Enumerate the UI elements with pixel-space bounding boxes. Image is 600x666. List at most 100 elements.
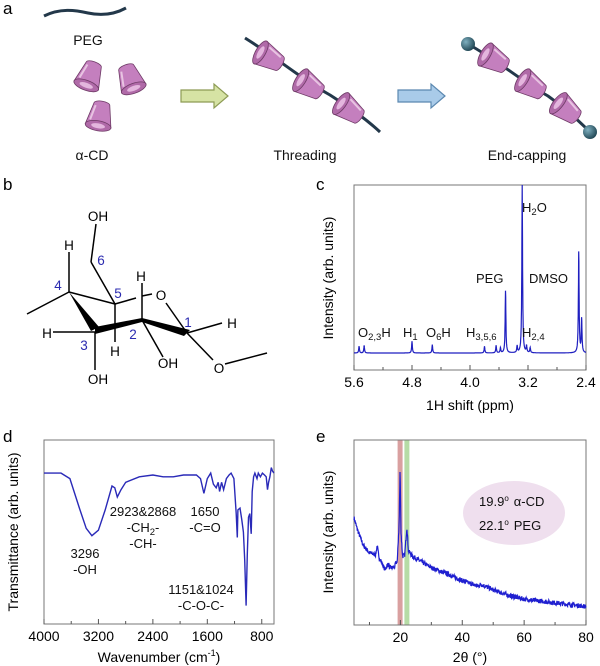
cyclodextrin-cone [514, 68, 547, 100]
threaded-cyclodextrins [252, 40, 365, 124]
atom-oh2: OH [158, 356, 178, 371]
bond [90, 223, 97, 263]
x-tick-label: 60 [516, 629, 532, 645]
cyclodextrin-cone [332, 92, 365, 124]
bond [114, 297, 137, 305]
carbon-number-4: 4 [54, 278, 62, 293]
highlight-band-alpha-cd [397, 440, 403, 625]
atom-h5: H [136, 269, 146, 284]
cyclodextrin-cone [549, 92, 582, 124]
x-axis-ticks: 20 40 60 80 [368, 620, 594, 645]
x-tick-label: 2400 [137, 628, 168, 644]
atom-h3: H [42, 326, 52, 341]
x-axis-label: 2θ (°) [453, 649, 487, 665]
x-axis-ticks: 5.6 4.8 4.0 3.2 2.4 [344, 365, 596, 390]
stopper-ball [583, 125, 597, 139]
cyclodextrin-cone [84, 100, 112, 132]
x-tick-label: 4.0 [460, 374, 480, 390]
panel-label-e: e [316, 427, 325, 446]
atom-h4: H [64, 238, 74, 253]
y-axis-label: Intensity (arb. units) [320, 471, 336, 594]
panel-label-b: b [3, 175, 12, 194]
annotation-ch-value: 2923&2868 [110, 504, 177, 519]
bond [26, 291, 70, 315]
nmr-spectrum-line [354, 184, 587, 354]
legend-ellipse [463, 481, 565, 545]
y-axis-label: Transmittance (arb. units) [5, 453, 21, 612]
panel-a: a PEG α-CD Threading End-capping [3, 0, 597, 163]
bond [90, 261, 116, 305]
annotation-dmso: DMSO [529, 271, 568, 286]
atom-oh6: OH [88, 209, 108, 224]
bond [68, 291, 116, 305]
x-tick-label: 3.2 [518, 374, 538, 390]
cyclodextrin-cone [118, 63, 147, 96]
threading-label: Threading [273, 147, 336, 163]
arrow-right-icon [397, 82, 446, 110]
wedge-bond [95, 318, 142, 334]
x-tick-label: 5.6 [344, 374, 364, 390]
cyclodextrin-cone [292, 68, 325, 100]
bond [141, 293, 153, 297]
panel-c-nmr-chart: c 5.6 4.8 4.0 3.2 2.4 1H shift (ppm) Intensi… [316, 175, 596, 413]
atom-h2: H [110, 344, 120, 359]
panel-label-c: c [316, 175, 325, 194]
ftir-spectrum-line [44, 467, 275, 606]
x-tick-label: 800 [250, 628, 274, 644]
annotation-h1: H1 [403, 325, 418, 343]
carbon-number-2: 2 [129, 327, 137, 342]
legend: 19.9o α-CD 22.1o PEG [463, 481, 565, 545]
endcapping-label: End-capping [488, 147, 567, 163]
xrd-pattern-line [353, 471, 587, 609]
legend-row-alpha-cd: 19.9o α-CD [479, 494, 544, 509]
x-tick-label: 80 [578, 629, 594, 645]
wedge-bond [69, 292, 99, 331]
endcapped-cyclodextrins [477, 42, 582, 124]
annotation-coc-value: 1151&1024 [168, 582, 234, 597]
x-axis-label: 1H shift (ppm) [426, 397, 514, 413]
annotation-co-value: 1650 [191, 504, 220, 519]
annotation-ch-group: -CH- [129, 536, 156, 551]
x-tick-label: 20 [393, 629, 409, 645]
annotation-h356: H3,5,6 [466, 325, 497, 343]
atom-h1: H [227, 316, 237, 331]
cyclodextrin-cone [477, 42, 510, 73]
x-axis-ticks: 4000 3200 2400 1600 800 [28, 619, 274, 644]
panel-d-ftir-chart: d 4000 3200 2400 1600 800 Wavenumber (cm-1) … [3, 427, 275, 665]
x-tick-label: 1600 [192, 628, 223, 644]
annotation-coc-group: -C-O-C- [178, 598, 224, 613]
annotation-ch2-group: -CH2- [127, 520, 160, 538]
carbon-number-3: 3 [80, 338, 88, 353]
x-tick-label: 40 [454, 629, 470, 645]
annotation-oh-group: -OH [73, 562, 97, 577]
panel-e-xrd-chart: e 20 40 60 80 19.9o α-CD 22.1o PEG 2θ (°) Int… [316, 427, 594, 665]
y-axis-label: Intensity (arb. units) [320, 217, 336, 340]
x-tick-label: 3200 [83, 628, 114, 644]
plot-frame [43, 439, 275, 625]
bond [186, 332, 214, 361]
panel-label-d: d [3, 427, 12, 446]
annotation-h2o: H2O [522, 200, 547, 218]
x-axis-label: Wavenumber (cm-1) [98, 648, 221, 665]
bond [224, 352, 268, 365]
atom-oh3: OH [88, 372, 108, 387]
bond [186, 322, 223, 334]
cyclodextrin-cone [252, 40, 285, 71]
atom-o1: O [214, 361, 225, 376]
annotation-peg: PEG [476, 271, 503, 286]
annotation-co-group: -C=O [189, 520, 220, 535]
carbon-number-5: 5 [114, 286, 122, 301]
annotation-o23h: O2,3H [358, 325, 391, 343]
wedge-bond [142, 318, 190, 336]
carbon-number-1: 1 [184, 315, 192, 330]
x-tick-label: 2.4 [576, 374, 596, 390]
annotation-h24: H2,4 [522, 325, 545, 343]
x-tick-label: 4.8 [402, 374, 422, 390]
plot-frame [353, 439, 587, 626]
annotation-o6h: O6H [426, 325, 451, 343]
bond [165, 302, 188, 334]
x-tick-label: 4000 [28, 628, 59, 644]
panel-b-glucose-structure: b OH H H O H H OH H OH O 1 2 [3, 175, 268, 387]
free-cyclodextrins [73, 60, 147, 132]
